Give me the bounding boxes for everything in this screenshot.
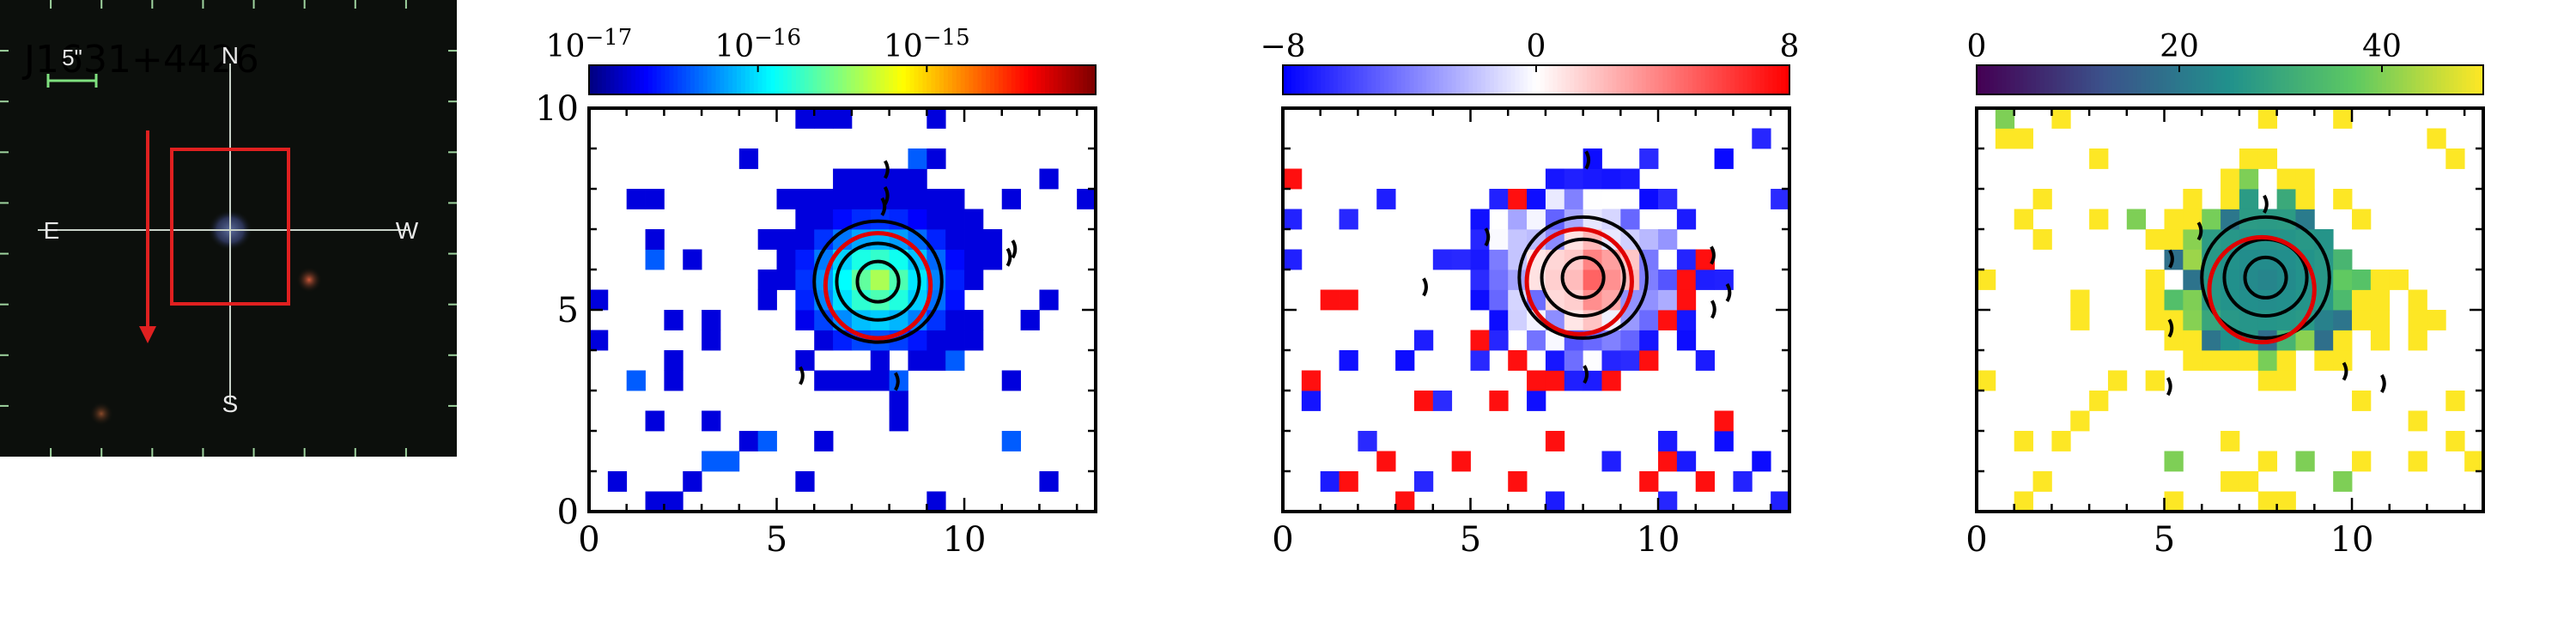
dispersion-map-svg: 0 20 40 0 5 10 [1965,29,2485,560]
contour-fragment [1422,277,1428,297]
contour-fragment [894,372,900,391]
object-name: J1631+4426 [24,38,259,82]
compass-west-label: W [396,217,419,244]
contour-level [1540,237,1626,318]
x-tick-label: 5 [766,520,787,560]
colorbar-tick-label: 10−15 [884,25,970,64]
aperture-circle [823,231,933,341]
aperture-circle [2207,234,2317,345]
contour-fragment [1710,245,1716,265]
colorbar-tick-label: 20 [2160,29,2199,64]
y-tick-label: 10 [535,89,579,129]
aperture-circle [1524,227,1634,336]
x-tick-label: 10 [943,520,987,560]
contour-level [855,259,901,304]
colorbar: −8 0 8 [1260,29,1800,95]
compass-north-label: N [222,42,239,69]
colorbar-frame [588,64,1097,95]
contour-fragment [1725,282,1732,302]
contour-fragment [1584,150,1591,170]
contour-level [1560,255,1606,300]
flux-map-svg: 10−17 10−16 10−15 0 5 10 0 5 10 [535,25,1097,560]
contour-fragment [2196,221,2203,241]
dispersion-panel: 0 20 40 0 5 10 [1927,29,2545,573]
contour-fragment [2168,249,2174,269]
y-tick-label: 5 [557,291,579,330]
flux-contours [1422,150,1732,385]
colorbar-tick-label: −8 [1260,29,1305,64]
contour-fragment [880,197,887,216]
contour-level [812,219,944,344]
contour-level [835,241,921,322]
velocity-map-svg: −8 0 8 0 5 10 [1260,29,1799,560]
nearby-star [296,267,322,293]
finder-overlay: 5" N S E W [0,0,457,457]
compass-south-label: S [222,391,239,417]
contour-fragment [2166,377,2172,397]
contour-fragment [1005,247,1012,267]
map-pixels [1977,108,2484,512]
contour-fragment [2380,373,2386,393]
axis-ticks [1975,106,2483,513]
velocity-panel: −8 0 8 0 5 10 [1233,29,1851,573]
contour-level [2200,215,2331,340]
colorbar: 0 20 40 [1967,29,2484,95]
flux-contours [2166,194,2386,397]
colorbar-tick-label: 0 [1527,29,1546,64]
contour-fragment [2342,361,2348,381]
colorbar-tick-label: 10−16 [714,25,801,64]
ifu-footprint-box [170,148,290,306]
axis-ticks [587,106,1096,513]
faint-star [89,402,113,426]
colorbar-tick-label: 8 [1780,29,1800,64]
scale-bar-label: 5" [62,45,82,70]
contour-level [1517,215,1649,340]
finder-image: 5" N S E W [0,0,457,457]
contour-fragment [1484,227,1491,247]
finder-edge-ticks [0,0,457,457]
contour-fragment [2263,194,2269,214]
direction-arrow-head [139,326,156,343]
x-tick-label: 5 [1460,520,1481,560]
flux-panel: 10−17 10−16 10−15 0 5 10 0 5 10 [535,25,1157,573]
contour-fragment [2167,318,2174,338]
x-tick-label: 10 [2330,520,2374,560]
colorbar-tick-label: 10−17 [546,25,633,64]
colorbar-frame [1976,64,2484,95]
contour-fragment [1710,300,1716,319]
colorbar: 10−17 10−16 10−15 [546,25,1097,95]
compass-east-label: E [44,217,60,244]
contour-fragment [799,366,805,385]
contour-fragment [1583,365,1589,385]
map-pixels [589,108,1097,512]
colorbar-tick-label: 0 [1967,29,1987,64]
colorbar-tick-label: 40 [2362,29,2402,64]
x-tick-label: 5 [2154,520,2175,560]
contour-level [2243,255,2288,300]
x-tick-label: 0 [1272,520,1293,560]
contour-fragment [1011,239,1018,259]
x-tick-label: 0 [578,520,599,560]
contour-fragment [884,160,890,179]
flux-contours [799,160,1018,391]
x-tick-label: 10 [1637,520,1680,560]
axis-ticks [1281,106,1789,513]
x-tick-label: 0 [1965,520,1987,560]
y-tick-label: 0 [557,493,579,532]
